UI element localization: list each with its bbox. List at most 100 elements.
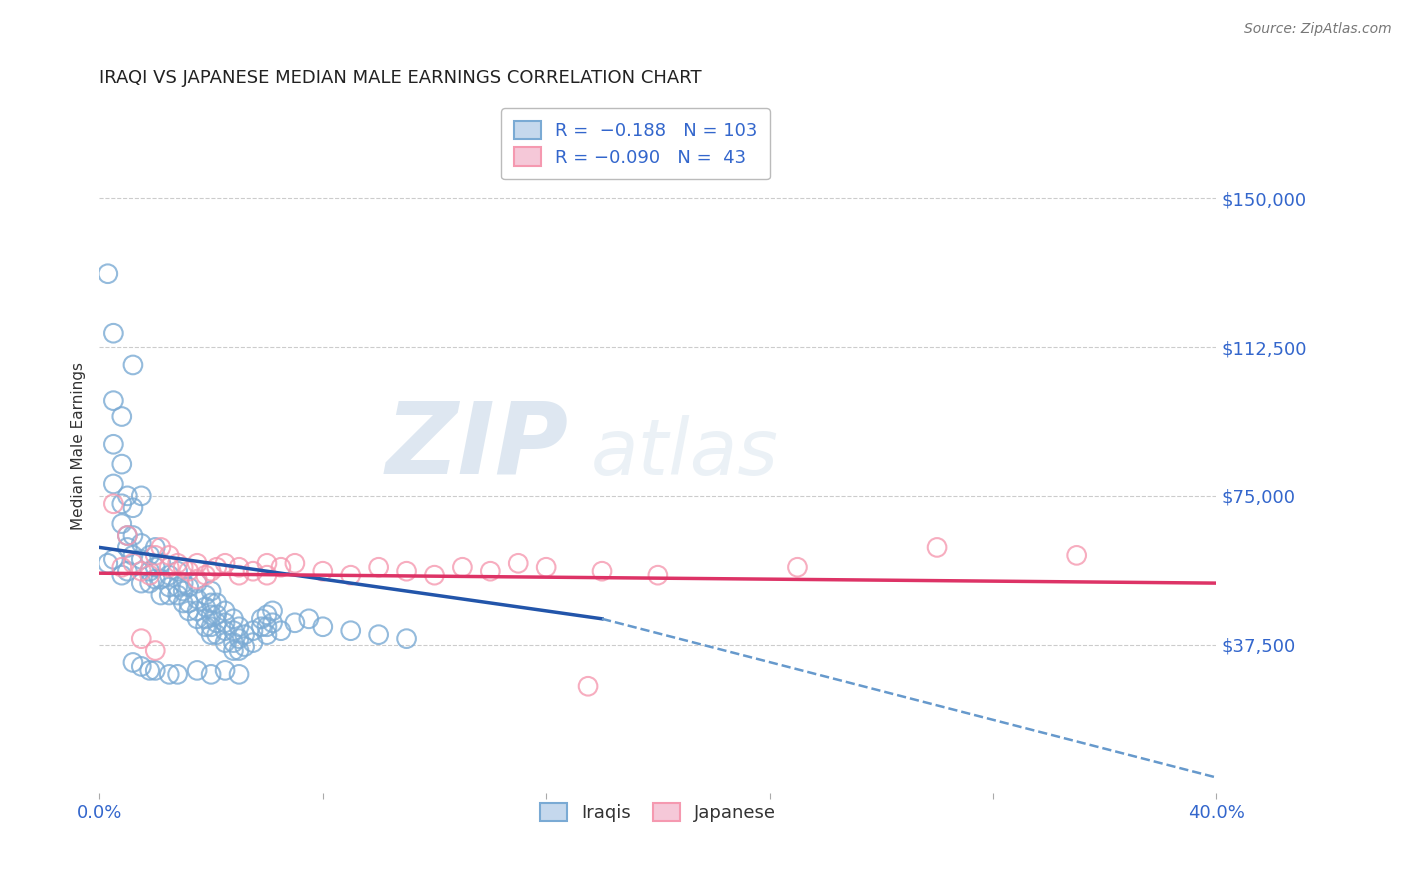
Point bbox=[647, 568, 669, 582]
Point bbox=[143, 572, 166, 586]
Point bbox=[194, 588, 217, 602]
Point bbox=[222, 612, 245, 626]
Point bbox=[177, 604, 200, 618]
Point bbox=[143, 560, 166, 574]
Point bbox=[262, 604, 284, 618]
Point bbox=[111, 560, 134, 574]
Point bbox=[242, 635, 264, 649]
Point bbox=[122, 656, 145, 670]
Point bbox=[138, 568, 160, 582]
Point bbox=[200, 628, 222, 642]
Point bbox=[138, 576, 160, 591]
Point bbox=[200, 620, 222, 634]
Point bbox=[214, 664, 236, 678]
Point bbox=[250, 620, 273, 634]
Point bbox=[214, 624, 236, 638]
Point bbox=[122, 549, 145, 563]
Point bbox=[250, 612, 273, 626]
Point bbox=[451, 560, 474, 574]
Point bbox=[228, 560, 250, 574]
Point bbox=[228, 568, 250, 582]
Point bbox=[576, 679, 599, 693]
Point bbox=[172, 596, 194, 610]
Point bbox=[143, 549, 166, 563]
Text: Source: ZipAtlas.com: Source: ZipAtlas.com bbox=[1244, 22, 1392, 37]
Point bbox=[228, 667, 250, 681]
Point bbox=[214, 556, 236, 570]
Point bbox=[131, 536, 153, 550]
Point bbox=[149, 556, 172, 570]
Point bbox=[786, 560, 808, 574]
Point bbox=[117, 528, 139, 542]
Point bbox=[97, 267, 120, 281]
Point bbox=[177, 580, 200, 594]
Point bbox=[242, 564, 264, 578]
Point bbox=[157, 560, 180, 574]
Point bbox=[222, 635, 245, 649]
Point bbox=[200, 607, 222, 622]
Point bbox=[111, 516, 134, 531]
Point bbox=[186, 592, 208, 607]
Point bbox=[186, 556, 208, 570]
Point bbox=[200, 584, 222, 599]
Point bbox=[157, 580, 180, 594]
Point bbox=[508, 556, 530, 570]
Point bbox=[228, 632, 250, 646]
Point bbox=[256, 556, 278, 570]
Point bbox=[270, 624, 292, 638]
Point bbox=[205, 607, 228, 622]
Point bbox=[143, 643, 166, 657]
Point bbox=[111, 409, 134, 424]
Point bbox=[157, 549, 180, 563]
Point bbox=[138, 564, 160, 578]
Point bbox=[591, 564, 613, 578]
Text: atlas: atlas bbox=[591, 415, 779, 491]
Point bbox=[166, 556, 188, 570]
Point bbox=[157, 588, 180, 602]
Point bbox=[205, 560, 228, 574]
Point bbox=[138, 664, 160, 678]
Point bbox=[233, 640, 256, 654]
Point bbox=[228, 620, 250, 634]
Point bbox=[149, 572, 172, 586]
Point bbox=[186, 664, 208, 678]
Text: IRAQI VS JAPANESE MEDIAN MALE EARNINGS CORRELATION CHART: IRAQI VS JAPANESE MEDIAN MALE EARNINGS C… bbox=[100, 69, 702, 87]
Point bbox=[256, 628, 278, 642]
Point bbox=[103, 437, 125, 451]
Point bbox=[131, 564, 153, 578]
Point bbox=[312, 620, 335, 634]
Legend: Iraqis, Japanese: Iraqis, Japanese bbox=[529, 792, 787, 833]
Point bbox=[166, 588, 188, 602]
Point bbox=[312, 564, 335, 578]
Point bbox=[117, 528, 139, 542]
Point bbox=[143, 541, 166, 555]
Point bbox=[186, 612, 208, 626]
Point bbox=[186, 604, 208, 618]
Point bbox=[222, 624, 245, 638]
Point bbox=[200, 596, 222, 610]
Point bbox=[395, 632, 418, 646]
Point bbox=[177, 564, 200, 578]
Point bbox=[194, 568, 217, 582]
Point bbox=[103, 497, 125, 511]
Point bbox=[166, 667, 188, 681]
Point bbox=[138, 549, 160, 563]
Point bbox=[395, 564, 418, 578]
Point bbox=[534, 560, 557, 574]
Y-axis label: Median Male Earnings: Median Male Earnings bbox=[72, 362, 86, 530]
Point bbox=[284, 615, 307, 630]
Point bbox=[200, 667, 222, 681]
Point bbox=[214, 604, 236, 618]
Point bbox=[242, 624, 264, 638]
Point bbox=[256, 620, 278, 634]
Point bbox=[298, 612, 321, 626]
Point bbox=[186, 576, 208, 591]
Point bbox=[270, 560, 292, 574]
Point bbox=[149, 541, 172, 555]
Point bbox=[367, 560, 389, 574]
Point bbox=[200, 564, 222, 578]
Point bbox=[925, 541, 948, 555]
Point bbox=[103, 393, 125, 408]
Point bbox=[172, 576, 194, 591]
Point bbox=[172, 584, 194, 599]
